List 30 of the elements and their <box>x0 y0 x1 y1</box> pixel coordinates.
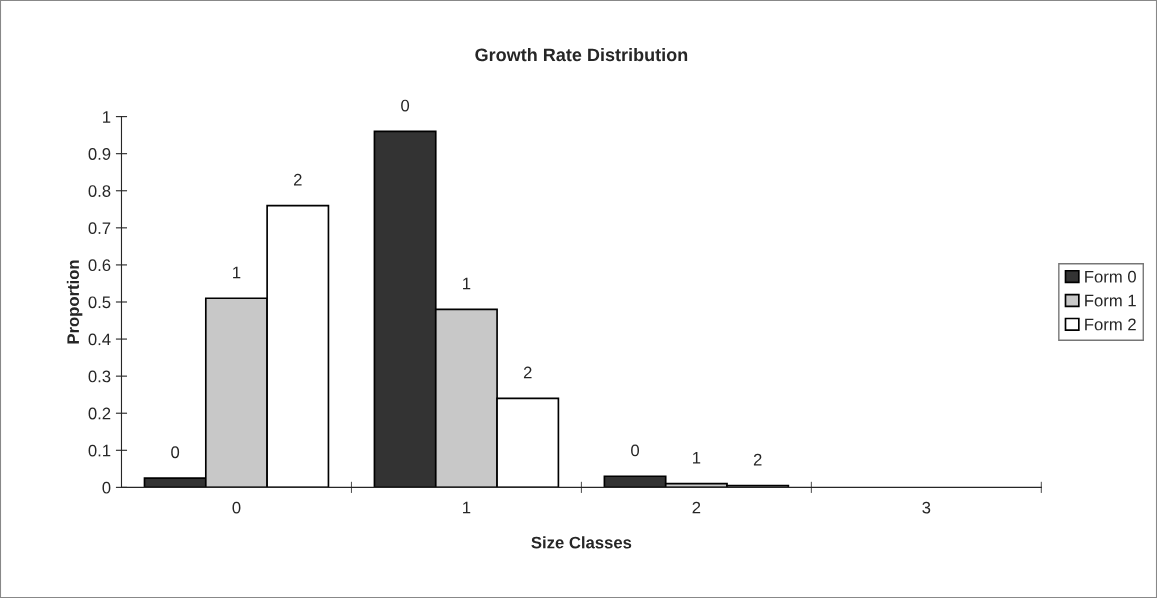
y-tick-label: 0.5 <box>88 296 111 309</box>
y-tick-label: 0.3 <box>88 370 111 383</box>
annotation: 1 <box>233 266 241 279</box>
y-tick-label: 0 <box>102 481 111 494</box>
annotation: 1 <box>463 277 471 290</box>
x-tick-label: 2 <box>692 501 701 514</box>
y-axis-title: Proportion <box>66 260 83 344</box>
x-tick-label: 3 <box>922 501 931 514</box>
annotation: 2 <box>293 173 302 186</box>
legend-label: Form 2 <box>1085 318 1136 331</box>
annotation: 0 <box>171 446 180 459</box>
legend-label: Form 1 <box>1085 294 1136 307</box>
y-tick-label: 0.9 <box>88 148 111 160</box>
y-tick-label: 0.7 <box>88 222 111 235</box>
annotation: 0 <box>631 444 640 457</box>
y-tick-label: 0.8 <box>88 185 111 197</box>
y-tick-label: 0.6 <box>88 259 111 272</box>
y-tick-label: 0.2 <box>88 407 111 420</box>
y-tick-label: 0.1 <box>88 444 111 457</box>
legend-label: Form 0 <box>1085 270 1136 283</box>
x-tick-label: 1 <box>463 501 471 514</box>
y-tick-label: 0.4 <box>88 333 111 346</box>
text: 0 <box>401 99 410 112</box>
y-tick-label: 1 <box>103 111 111 123</box>
x-axis-title: Size Classes <box>531 536 632 549</box>
x-tick-label: 0 <box>232 501 241 514</box>
chart-title: Growth Rate Distribution <box>475 47 688 62</box>
annotation: 1 <box>693 452 701 464</box>
annotation: 2 <box>523 366 532 379</box>
annotation: 2 <box>753 453 762 466</box>
